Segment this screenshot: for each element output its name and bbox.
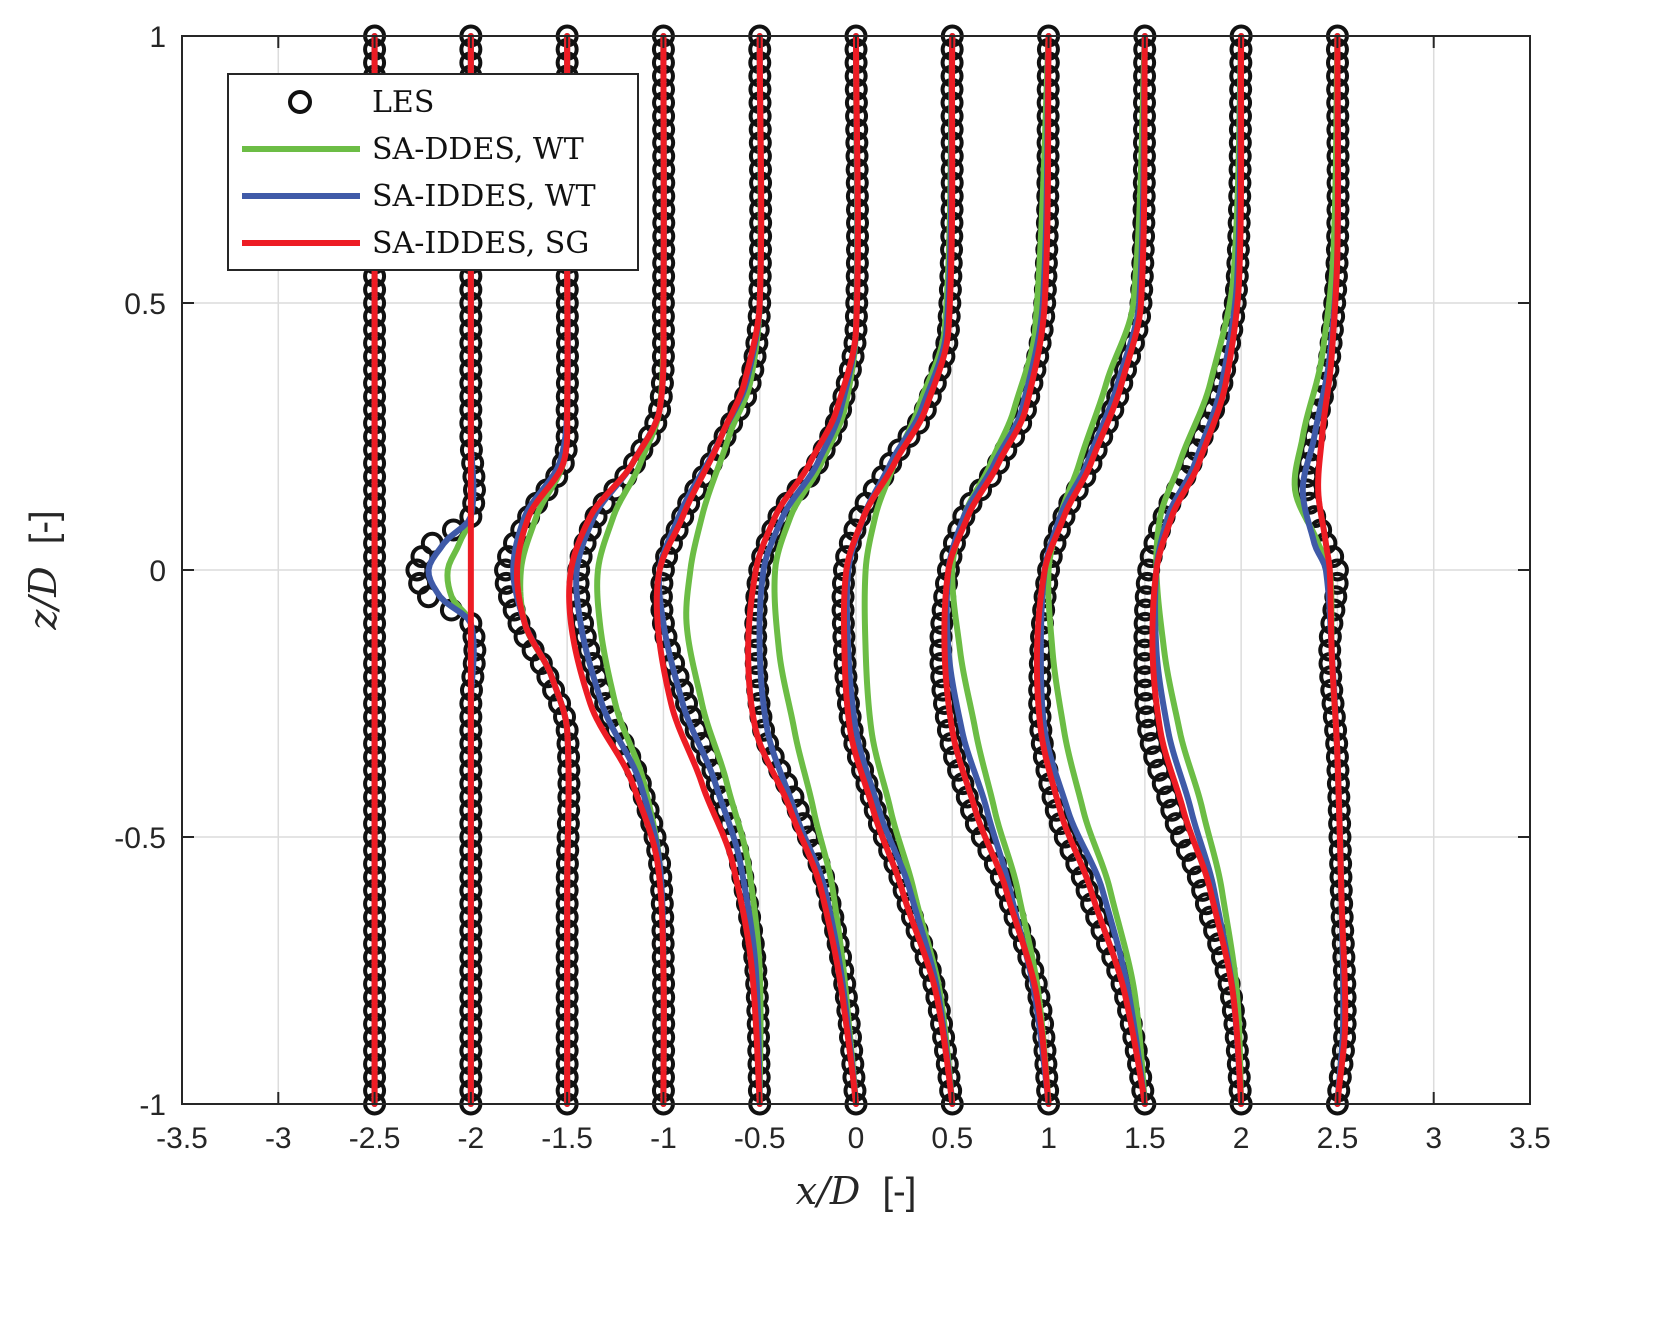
- y-tick-label: -1: [139, 1089, 166, 1122]
- x-tick-label: 3: [1425, 1122, 1442, 1155]
- y-tick-label: 1: [149, 21, 166, 54]
- legend-item: SA-DDES, WT: [242, 132, 584, 167]
- legend-marker: [288, 90, 312, 114]
- legend-label: SA-DDES, WT: [372, 132, 584, 167]
- x-tick-label: 1.5: [1124, 1122, 1166, 1155]
- sa-iddes-sg-line-profile-5: [745, 33, 861, 1107]
- x-tick-label: 2: [1233, 1122, 1250, 1155]
- sa-ddes-wt-line-profile-7: [949, 33, 1052, 1107]
- x-axis-var: x/D: [796, 1169, 861, 1213]
- legend-item: SA-IDDES, WT: [242, 179, 596, 214]
- x-tick-label: -0.5: [734, 1122, 786, 1155]
- x-tick-label: -3.5: [156, 1122, 208, 1155]
- legend-item: LES: [288, 85, 434, 120]
- y-axis-unit: [-]: [23, 510, 65, 544]
- sa-iddes-sg-line-profile-10: [1315, 33, 1349, 1107]
- x-tick-label: -3: [265, 1122, 292, 1155]
- sa-iddes-sg-line-profile-7: [941, 33, 1052, 1107]
- x-axis-label: x/D [-]: [796, 1169, 917, 1213]
- x-tick-label: -1: [650, 1122, 677, 1155]
- sa-iddes-sg-line-profile-4: [653, 33, 765, 1107]
- x-axis-unit: [-]: [883, 1171, 917, 1213]
- legend-label: SA-IDDES, SG: [372, 226, 589, 261]
- ticks: [181, 35, 1531, 1105]
- y-tick-label: 0.5: [124, 288, 166, 321]
- legend-box: [227, 73, 639, 271]
- y-tick-label: 0: [149, 555, 166, 588]
- y-axis-label: z/D [-]: [21, 510, 65, 630]
- les-marker: [745, 585, 769, 609]
- y-axis-var: z/D: [21, 566, 65, 630]
- x-tick-label: 3.5: [1509, 1122, 1551, 1155]
- x-tick-label: 1: [1040, 1122, 1057, 1155]
- tick-labels: -3.5 -3 -2.5 -2 -1.5 -1 -0.5 0 0.5 1 1.5 2 2.5 3 3.5 -1…: [114, 21, 1551, 1155]
- les-marker: [744, 598, 768, 622]
- legend-label: SA-IDDES, WT: [372, 179, 596, 214]
- x-tick-label: 0.5: [931, 1122, 973, 1155]
- x-tick-label: 0: [848, 1122, 865, 1155]
- legend: LES SA-DDES, WT SA-IDDES, WT SA-IDDES, SG: [227, 73, 639, 271]
- y-tick-label: -0.5: [114, 822, 166, 855]
- x-tick-label: -1.5: [541, 1122, 593, 1155]
- legend-label: LES: [372, 85, 434, 120]
- sa-iddes-sg-line-profile-8: [1033, 33, 1148, 1107]
- sa-iddes-sg-line-profile-9: [1149, 33, 1245, 1107]
- sa-ddes-wt-line-profile-8: [1045, 33, 1148, 1107]
- x-tick-label: 2.5: [1317, 1122, 1359, 1155]
- sa-iddes-sg-line-profile-6: [840, 33, 956, 1107]
- x-tick-label: -2: [458, 1122, 485, 1155]
- x-tick-label: -2.5: [349, 1122, 401, 1155]
- sa-iddes-sg-line-profile-3: [566, 33, 667, 1107]
- legend-item: SA-IDDES, SG: [242, 226, 589, 261]
